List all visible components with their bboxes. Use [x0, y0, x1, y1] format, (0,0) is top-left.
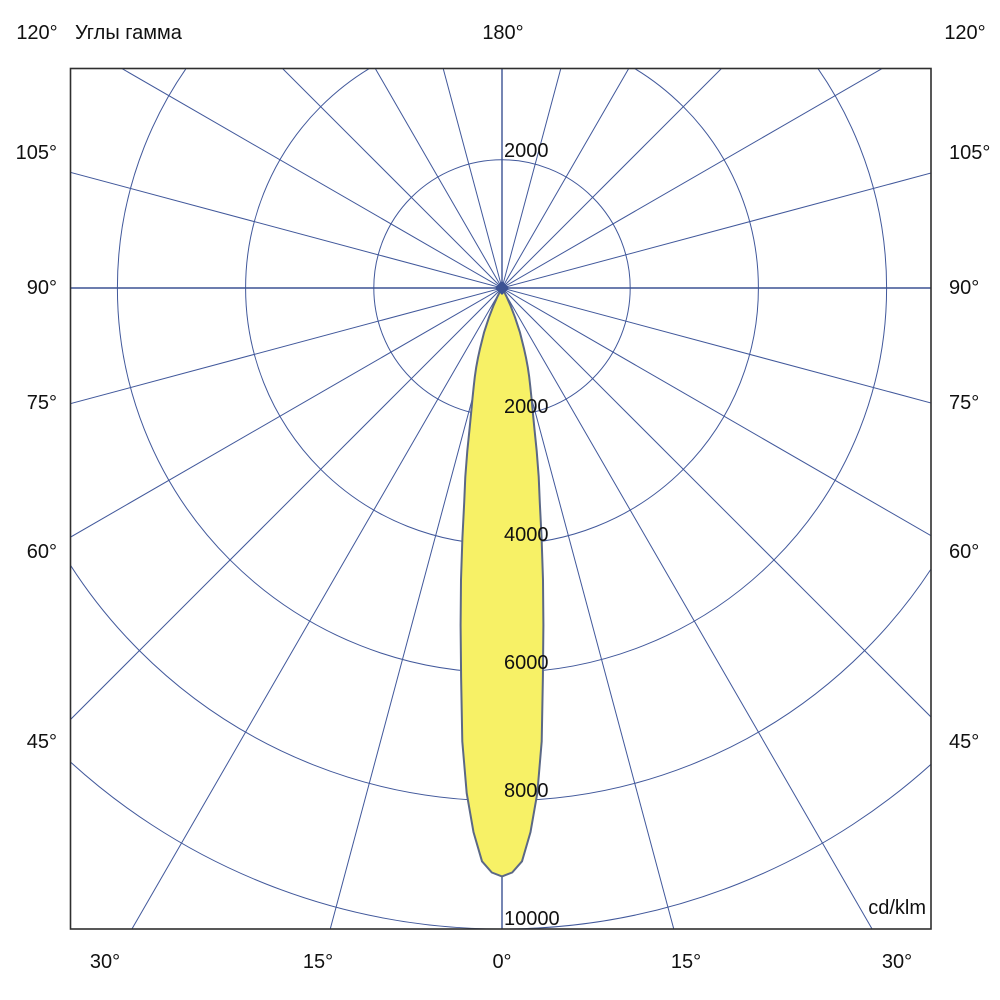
ring-label-6000: 6000	[504, 652, 549, 674]
gamma-label-right-105: 105°	[949, 142, 991, 164]
gamma-label-bottom-left-30: 30°	[89, 951, 121, 973]
gamma-label-top-left-120: 120°	[16, 22, 58, 44]
gamma-label-top-180: 180°	[482, 22, 524, 44]
gamma-label-right-60: 60°	[949, 541, 980, 563]
unit-label: cd/klm	[868, 897, 926, 919]
ring-label-2000: 2000	[504, 396, 549, 418]
ring-label-10000: 10000	[504, 908, 560, 930]
gamma-label-left-45: 45°	[26, 731, 57, 753]
gamma-label-right-45: 45°	[949, 731, 980, 753]
gamma-label-right-90: 90°	[949, 277, 980, 299]
gamma-label-bottom-right-30: 30°	[881, 951, 913, 973]
gamma-label-left-60: 60°	[26, 541, 57, 563]
gamma-label-left-105: 105°	[15, 142, 57, 164]
ring-label-8000: 8000	[504, 780, 549, 802]
gamma-label-bottom-right-15: 15°	[670, 951, 702, 973]
gamma-label-top-right-120: 120°	[944, 22, 986, 44]
ring-label-upper-2000: 2000	[504, 140, 549, 162]
gamma-label-left-75: 75°	[26, 392, 57, 414]
chart-title: Углы гамма	[75, 22, 182, 44]
gamma-label-left-90: 90°	[26, 277, 57, 299]
gamma-label-right-75: 75°	[949, 392, 980, 414]
gamma-label-bottom-left-15: 15°	[302, 951, 334, 973]
gamma-label-bottom-0: 0°	[492, 951, 512, 973]
ring-label-4000: 4000	[504, 524, 549, 546]
